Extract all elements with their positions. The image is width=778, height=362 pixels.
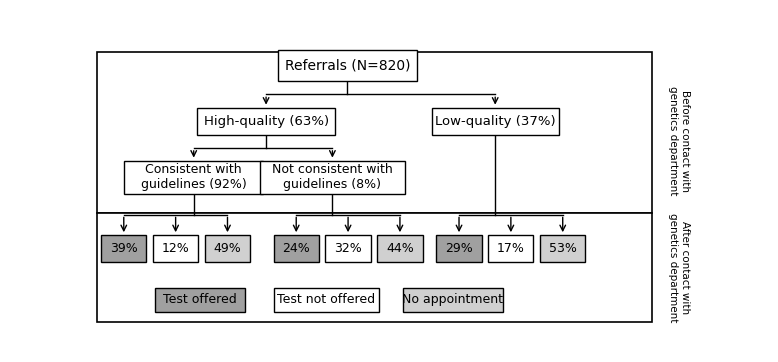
- FancyBboxPatch shape: [274, 288, 379, 312]
- Text: After contact with
genetics department: After contact with genetics department: [668, 213, 690, 323]
- Text: Consistent with
guidelines (92%): Consistent with guidelines (92%): [141, 163, 247, 191]
- Text: Before contact with
genetics department: Before contact with genetics department: [668, 86, 690, 196]
- Text: Not consistent with
guidelines (8%): Not consistent with guidelines (8%): [272, 163, 393, 191]
- FancyBboxPatch shape: [274, 235, 319, 262]
- FancyBboxPatch shape: [260, 160, 405, 194]
- Text: 12%: 12%: [162, 242, 190, 255]
- FancyBboxPatch shape: [124, 160, 263, 194]
- FancyBboxPatch shape: [97, 214, 652, 322]
- FancyBboxPatch shape: [432, 108, 559, 135]
- FancyBboxPatch shape: [403, 288, 503, 312]
- FancyBboxPatch shape: [377, 235, 422, 262]
- Text: 44%: 44%: [386, 242, 414, 255]
- FancyBboxPatch shape: [97, 52, 652, 214]
- Text: 17%: 17%: [497, 242, 525, 255]
- Text: High-quality (63%): High-quality (63%): [204, 115, 328, 128]
- Text: 49%: 49%: [214, 242, 241, 255]
- FancyBboxPatch shape: [489, 235, 534, 262]
- Text: Test not offered: Test not offered: [277, 293, 376, 306]
- FancyBboxPatch shape: [205, 235, 250, 262]
- Text: 29%: 29%: [445, 242, 473, 255]
- Text: Referrals (N=820): Referrals (N=820): [285, 59, 410, 73]
- Text: 53%: 53%: [548, 242, 576, 255]
- Text: No appointment: No appointment: [402, 293, 503, 306]
- Text: Test offered: Test offered: [163, 293, 237, 306]
- FancyBboxPatch shape: [279, 50, 417, 81]
- Text: 32%: 32%: [335, 242, 362, 255]
- FancyBboxPatch shape: [101, 235, 146, 262]
- Text: Low-quality (37%): Low-quality (37%): [435, 115, 555, 128]
- FancyBboxPatch shape: [197, 108, 335, 135]
- FancyBboxPatch shape: [436, 235, 482, 262]
- FancyBboxPatch shape: [155, 288, 245, 312]
- FancyBboxPatch shape: [325, 235, 370, 262]
- Text: 39%: 39%: [110, 242, 138, 255]
- FancyBboxPatch shape: [153, 235, 198, 262]
- Text: 24%: 24%: [282, 242, 310, 255]
- FancyBboxPatch shape: [540, 235, 585, 262]
